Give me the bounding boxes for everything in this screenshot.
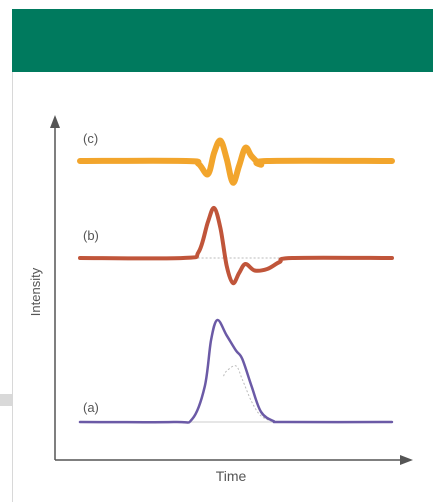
series-layer: (a) (b) (c) [77, 131, 395, 424]
series-line [77, 137, 395, 186]
series-first-derivative: (b) [78, 205, 394, 286]
chart-axes [50, 115, 413, 465]
series-label: (c) [83, 131, 98, 146]
series-line [78, 205, 394, 286]
component-peak-curve [223, 365, 274, 423]
series-label: (b) [83, 228, 99, 243]
series-line [78, 318, 394, 424]
panel-edge-marker [0, 394, 12, 406]
x-axis-label: Time [216, 468, 247, 484]
series-peak: (a) [78, 318, 394, 424]
y-axis-arrowhead [50, 115, 60, 128]
series-label: (a) [83, 400, 99, 415]
x-axis-arrowhead [400, 455, 413, 465]
header-band [12, 9, 433, 72]
y-axis-label: Intensity [28, 267, 43, 316]
chart-panel [12, 72, 433, 502]
series-second-derivative: (c) [77, 131, 395, 186]
